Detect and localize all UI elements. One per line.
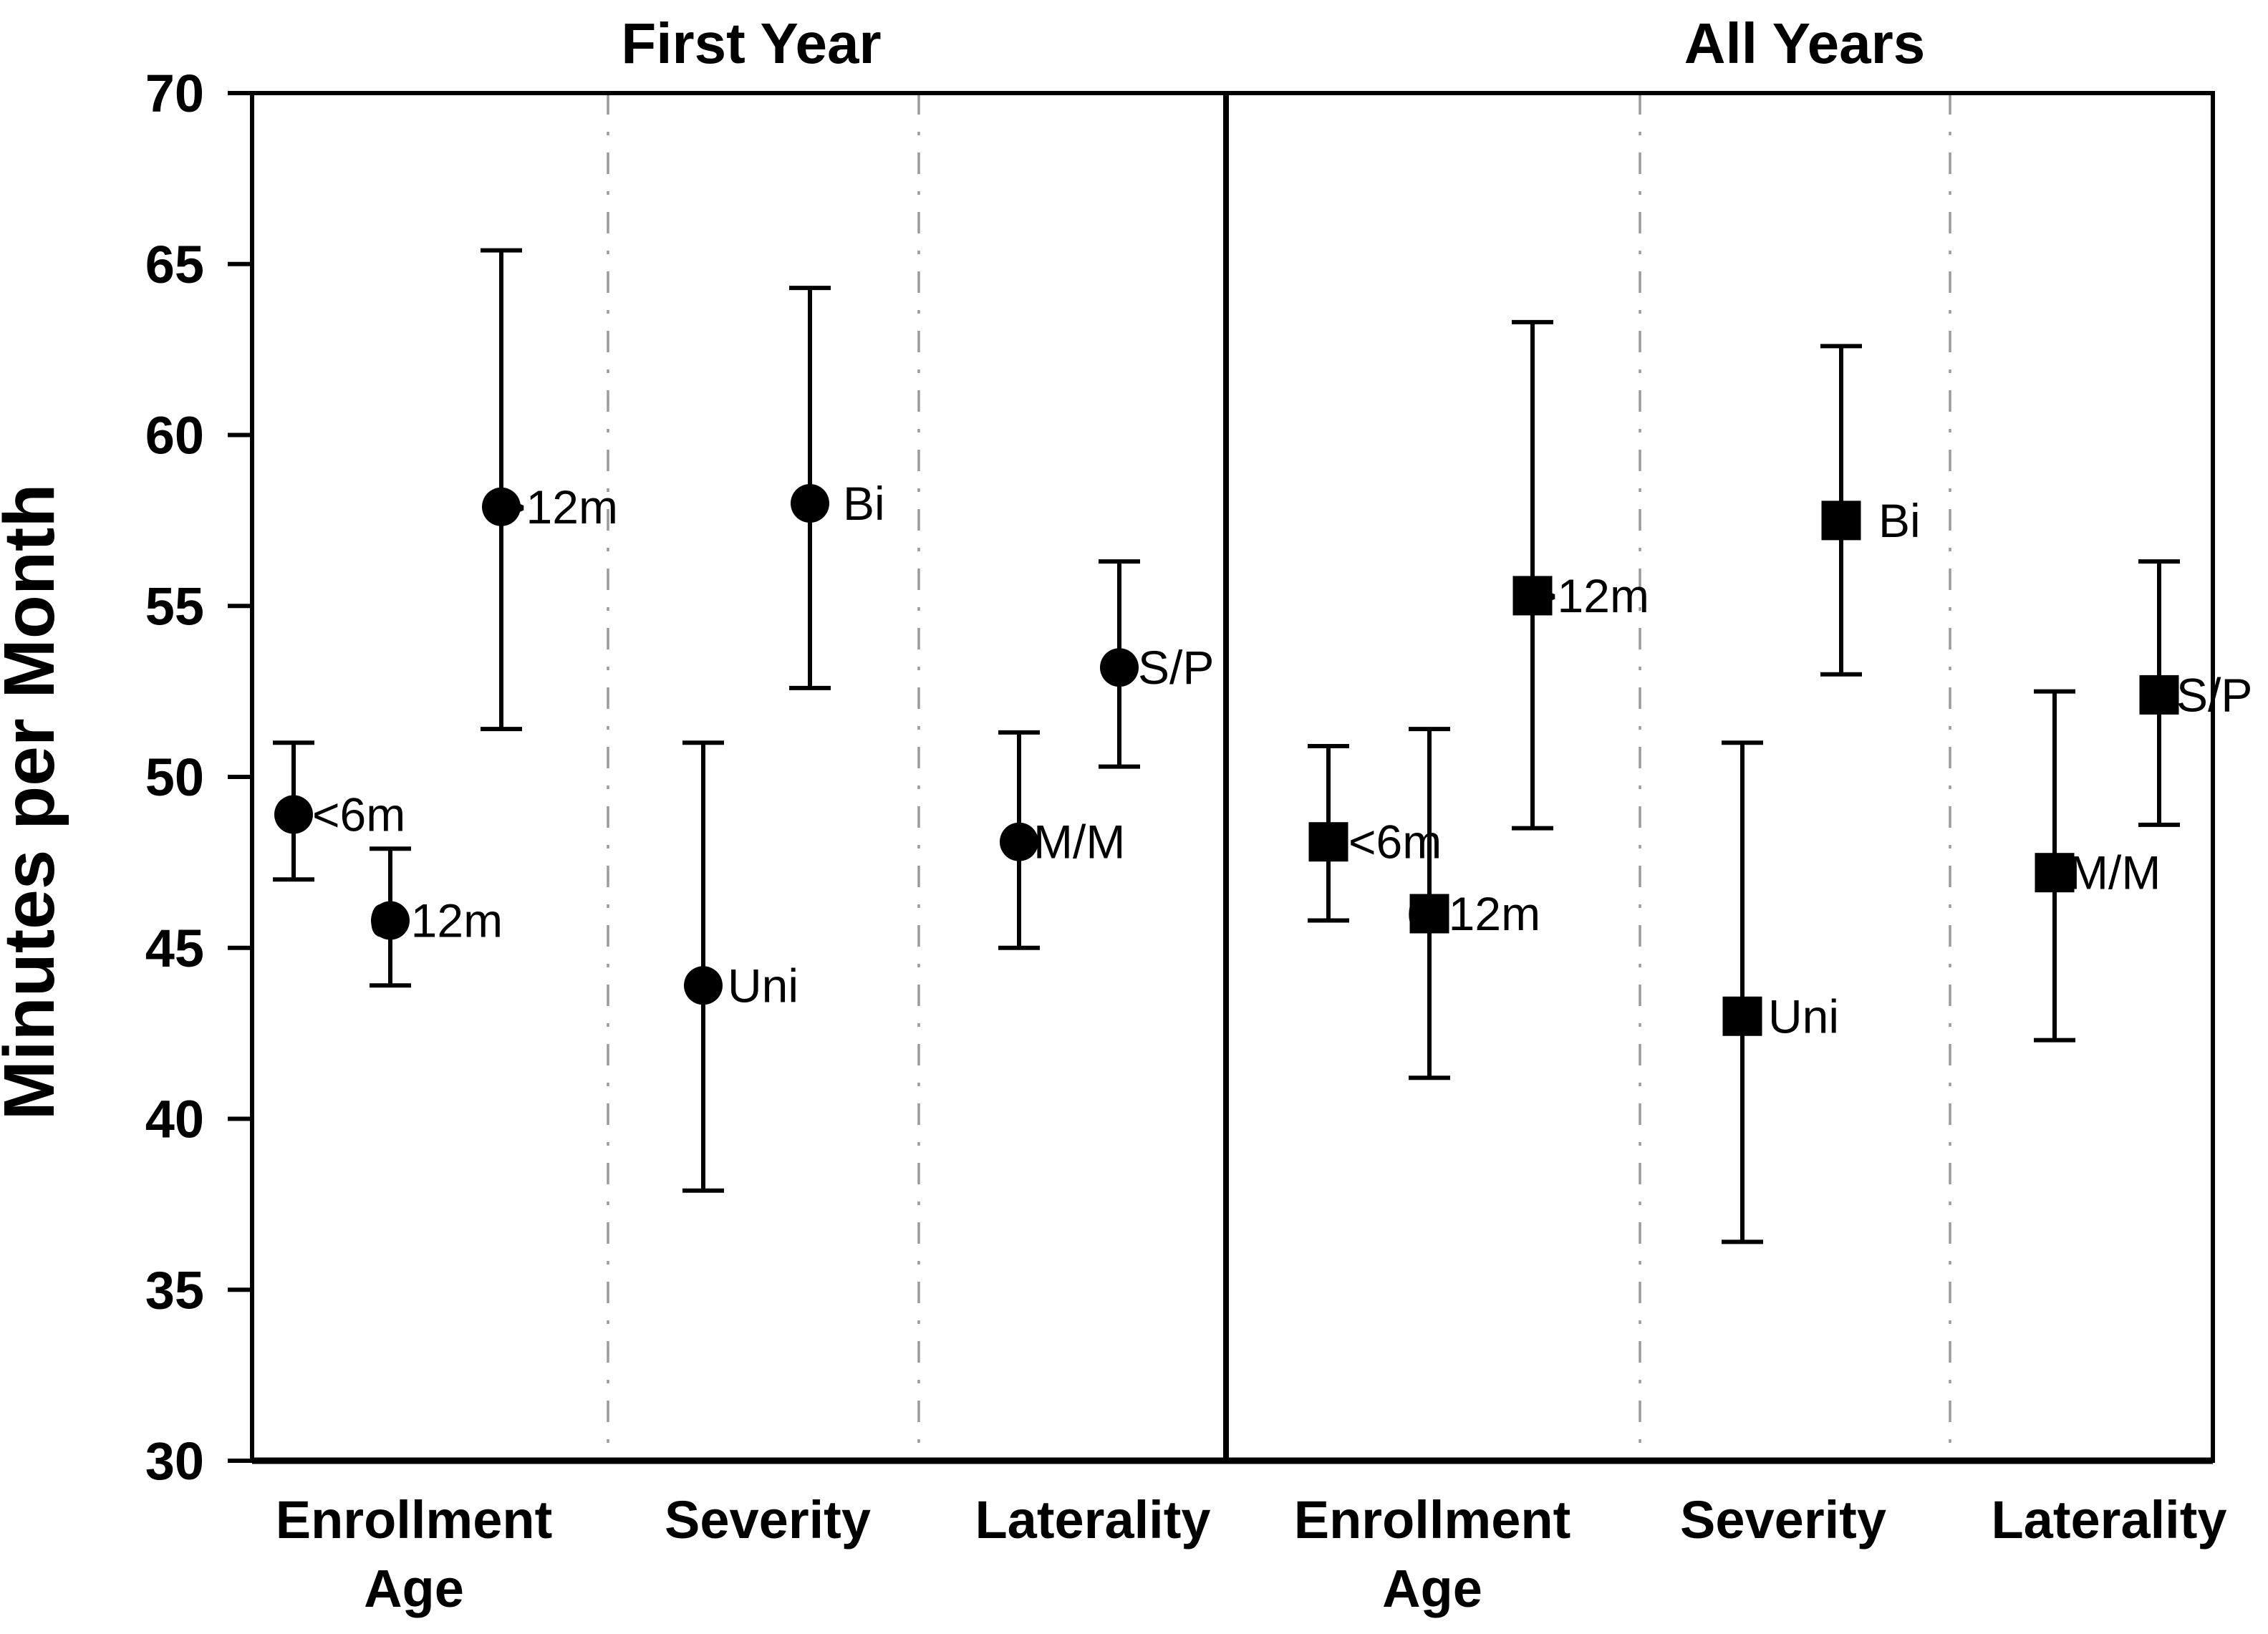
data-point-marker xyxy=(1100,648,1139,687)
data-point-marker xyxy=(1308,822,1348,862)
data-point-label: Uni xyxy=(728,959,798,1012)
data-point-marker xyxy=(482,487,521,526)
category-label: Age xyxy=(1382,1559,1482,1618)
data-point-marker xyxy=(1000,822,1038,861)
y-tick-label: 50 xyxy=(145,748,204,807)
category-label: Enrollment xyxy=(1294,1490,1570,1550)
category-label: Severity xyxy=(665,1490,871,1550)
data-point-label: Uni xyxy=(1768,990,1839,1043)
y-tick-label: 30 xyxy=(145,1431,204,1491)
category-label: Laterality xyxy=(975,1490,1210,1550)
y-tick-label: 55 xyxy=(145,576,204,636)
category-label: Age xyxy=(364,1559,464,1618)
y-axis-title: Minutes per Month xyxy=(0,484,69,1121)
y-tick-label: 60 xyxy=(145,406,204,465)
data-point-label: M/M xyxy=(1033,816,1125,869)
category-label: Laterality xyxy=(1991,1490,2226,1550)
data-point-marker xyxy=(2139,675,2179,715)
data-point-marker xyxy=(274,795,313,834)
data-point-label: Bi xyxy=(843,477,885,530)
y-tick-label: 40 xyxy=(145,1090,204,1149)
data-point-label: S/P xyxy=(2176,668,2252,721)
data-point-marker xyxy=(1821,501,1861,541)
y-tick-label: 70 xyxy=(145,64,204,123)
panel-title: First Year xyxy=(621,11,881,75)
data-point-label: Bi xyxy=(1878,494,1921,547)
y-tick-label: 65 xyxy=(145,235,204,294)
category-label: Severity xyxy=(1680,1490,1886,1550)
y-tick-label: 35 xyxy=(145,1260,204,1320)
data-point-marker xyxy=(684,966,723,1005)
panel-all-years: All YearsEnrollmentAge<6m6-12m>12mSeveri… xyxy=(1294,11,2253,1618)
data-point-label: M/M xyxy=(2069,846,2161,899)
data-point-marker xyxy=(791,484,829,523)
panel-first-year: First YearEnrollmentAge<6m6-12m>12mSever… xyxy=(273,11,1214,1618)
data-point-label: <6m xyxy=(312,788,405,841)
data-point-marker xyxy=(1722,996,1762,1036)
data-point-marker xyxy=(1409,894,1449,934)
data-point-label: S/P xyxy=(1138,641,1214,694)
data-point-label: <6m xyxy=(1348,816,1442,869)
category-label: Enrollment xyxy=(276,1490,552,1550)
data-point-marker xyxy=(1512,576,1553,616)
data-point-marker xyxy=(2035,853,2075,893)
y-tick-label: 45 xyxy=(145,919,204,978)
data-point-marker xyxy=(371,901,410,940)
panel-title: All Years xyxy=(1684,11,1926,75)
